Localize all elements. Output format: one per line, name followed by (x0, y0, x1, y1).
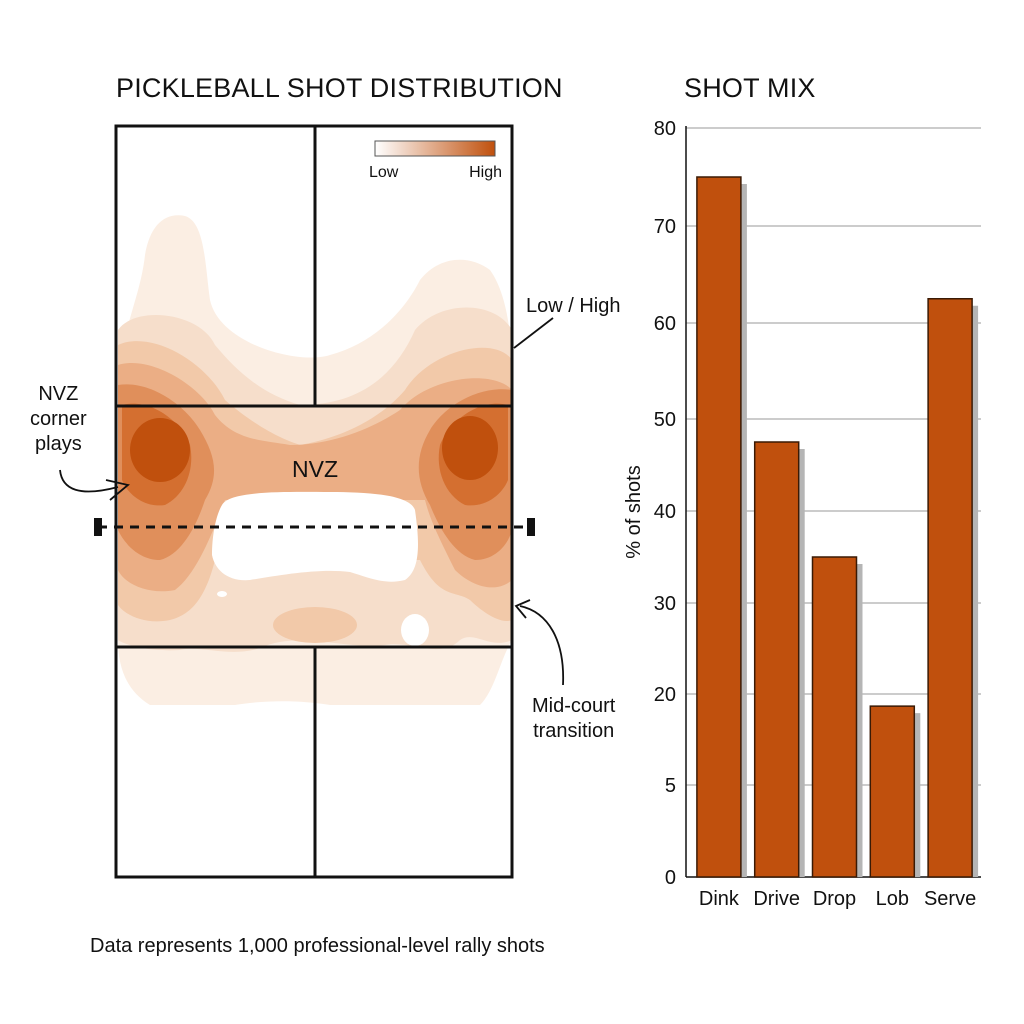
x-tick-label: Serve (924, 888, 976, 910)
heat-hotspot-left (130, 418, 190, 482)
x-tick-label: Drop (813, 888, 856, 910)
y-tick-label: 20 (654, 684, 676, 706)
bar-dink (696, 176, 742, 878)
heat-patch (273, 607, 357, 643)
mid-court-annotation: Mid-court transition (532, 694, 615, 744)
low-high-leader-line (513, 317, 554, 349)
heat-hotspot-right (442, 416, 498, 480)
x-axis-labels: Dink Drive Drop Lob Serve (699, 888, 976, 910)
x-tick-label: Drive (753, 888, 800, 910)
x-tick-label: Dink (699, 888, 740, 910)
y-axis-label: % of shots (623, 465, 645, 558)
nvz-corner-line-2: corner (30, 408, 87, 430)
legend-gradient (374, 140, 496, 157)
heat-level-4 (118, 363, 512, 592)
net-post-left (94, 518, 102, 536)
x-tick-label: Lob (876, 888, 909, 910)
nvz-corner-annotation: NVZ corner plays (30, 382, 87, 457)
nvz-corner-arrowhead (105, 479, 130, 501)
y-tick-label: 40 (654, 501, 676, 523)
bar-serve (927, 298, 973, 878)
nvz-corner-arrow (59, 469, 119, 493)
y-tick-label: 50 (654, 409, 676, 431)
mid-court-arrow (519, 605, 564, 686)
bar-drop (811, 556, 858, 878)
y-tick-label: 30 (654, 593, 676, 615)
mid-court-line-2: transition (533, 720, 615, 742)
annotation-arrows (59, 317, 564, 686)
heatmap-title: PICKLEBALL SHOT DISTRIBUTION (116, 73, 563, 103)
bar-lob (869, 705, 916, 878)
nvz-corner-line-1: NVZ (38, 383, 79, 405)
bar-chart-title: SHOT MIX (684, 73, 816, 103)
legend-low: Low (369, 164, 399, 181)
heat-low-zone (217, 591, 227, 597)
heat-density (118, 215, 513, 705)
court-lines (114, 124, 514, 879)
y-axis-ticks: 0 5 20 30 40 50 60 70 80 (654, 118, 676, 889)
y-tick-label: 0 (665, 867, 676, 889)
mid-court-arrowhead (514, 599, 531, 619)
net-post-right (527, 518, 535, 536)
bars (696, 176, 979, 878)
y-tick-label: 80 (654, 118, 676, 140)
y-tick-label: 5 (665, 775, 676, 797)
bar-drive (753, 441, 800, 878)
heat-low-zone (212, 491, 418, 582)
legend-high: High (469, 164, 502, 181)
heat-low-zone (401, 614, 429, 646)
heat-legend: Low High (369, 140, 502, 181)
y-tick-label: 60 (654, 313, 676, 335)
footnote: Data represents 1,000 professional-level… (90, 935, 545, 957)
nvz-corner-line-3: plays (35, 433, 82, 455)
y-tick-label: 70 (654, 216, 676, 238)
mid-court-line-1: Mid-court (532, 695, 616, 717)
nvz-zone-label: NVZ (292, 456, 338, 482)
low-high-annotation: Low / High (526, 295, 621, 317)
